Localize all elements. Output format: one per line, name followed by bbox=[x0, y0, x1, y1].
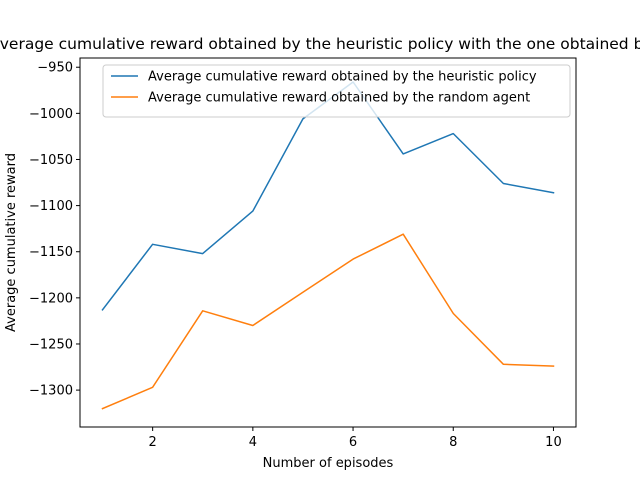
legend-label-1: Average cumulative reward obtained by th… bbox=[148, 70, 537, 85]
x-axis: 2 4 6 8 10 bbox=[149, 427, 562, 450]
legend-box bbox=[102, 64, 571, 118]
y-tick-label: −1000 bbox=[29, 107, 73, 122]
series-line-2 bbox=[101, 233, 555, 410]
plot-area-frame bbox=[79, 57, 577, 428]
y-tick-label: −1250 bbox=[29, 337, 73, 352]
y-axis: −1300 −1250 −1200 −1150 −1100 −1050 −1000 −950 bbox=[29, 61, 80, 399]
x-axis-label: Number of episodes bbox=[263, 456, 394, 471]
x-tick-label: 10 bbox=[545, 435, 562, 450]
y-tick-label: −950 bbox=[37, 61, 73, 76]
y-tick-label: −1050 bbox=[29, 153, 73, 168]
y-axis-label: Average cumulative reward bbox=[4, 153, 19, 332]
x-tick-label: 4 bbox=[249, 435, 257, 450]
series-layer bbox=[101, 81, 555, 410]
x-tick-label: 8 bbox=[449, 435, 457, 450]
chart-title: Comparison of the average cumulative rew… bbox=[0, 35, 640, 53]
x-tick-label: 6 bbox=[349, 435, 357, 450]
y-tick-label: −1100 bbox=[29, 199, 73, 214]
y-tick-label: −1200 bbox=[29, 291, 73, 306]
x-tick-label: 2 bbox=[149, 435, 157, 450]
y-tick-label: −1300 bbox=[29, 384, 73, 399]
y-tick-label: −1150 bbox=[29, 245, 73, 260]
legend: Average cumulative reward obtained by th… bbox=[102, 64, 571, 118]
legend-label-2: Average cumulative reward obtained by th… bbox=[148, 91, 530, 106]
